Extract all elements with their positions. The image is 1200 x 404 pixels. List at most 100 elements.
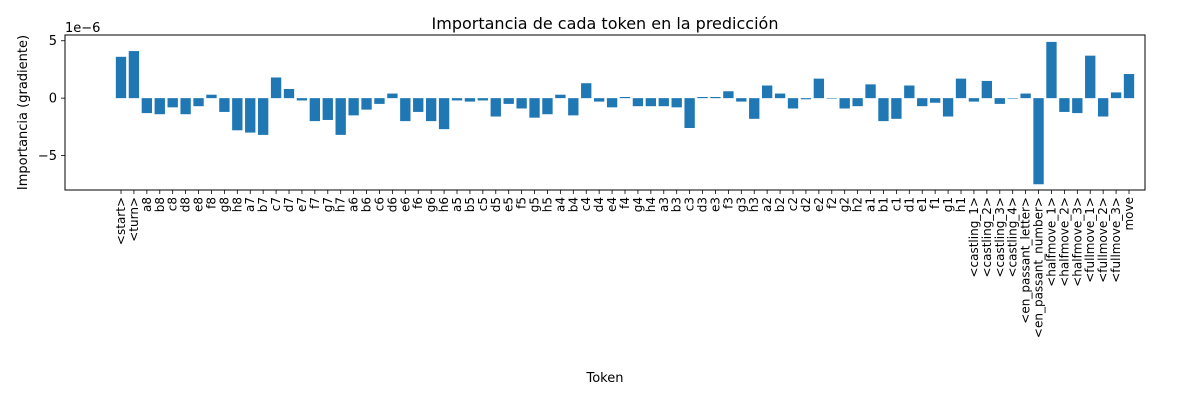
x-tick-label-17: h7 (334, 197, 348, 212)
bar-14 (296, 98, 308, 101)
bar-38 (606, 98, 618, 108)
bar-20 (374, 98, 385, 104)
x-tick-label-28: c5 (476, 197, 490, 211)
y-tick-label-2: 5 (49, 34, 57, 49)
x-tick-label-14: e7 (295, 197, 309, 212)
x-tick-label-32: g5 (528, 197, 542, 212)
bar-41 (645, 98, 657, 107)
x-tick-label-13: d7 (282, 197, 296, 212)
x-tick-label-55: f2 (825, 197, 839, 209)
bar-49 (749, 98, 760, 119)
plot-frame (64, 34, 1146, 191)
bar-17 (335, 98, 346, 135)
x-tick-label-71: <en_passant_number> (1032, 197, 1046, 338)
bar-1 (128, 51, 140, 99)
x-tick-label-46: e3 (708, 197, 722, 212)
x-tick-label-39: f4 (618, 197, 632, 209)
x-tick-label-27: b5 (463, 197, 477, 212)
bar-65 (955, 78, 967, 99)
x-tick-label-61: d1 (902, 197, 916, 212)
bar-35 (568, 98, 579, 116)
bar-73 (1059, 98, 1070, 112)
bar-27 (464, 98, 476, 102)
x-tick-label-44: c3 (683, 197, 697, 211)
x-tick-label-50: a2 (760, 197, 774, 212)
x-tick-label-63: f1 (928, 197, 942, 209)
chart-title: Importancia de cada token en la predicci… (432, 14, 779, 33)
bar-76 (1097, 98, 1109, 117)
x-tick-label-36: c4 (579, 197, 593, 211)
bar-33 (542, 98, 553, 115)
x-tick-label-29: d5 (489, 197, 503, 212)
x-tick-label-57: h2 (851, 197, 865, 212)
x-tick-label-35: b4 (566, 197, 580, 212)
bar-39 (619, 97, 631, 99)
x-tick-label-3: b8 (153, 197, 167, 212)
bar-19 (361, 98, 372, 110)
bar-53 (800, 98, 812, 100)
x-tick-label-24: g6 (424, 197, 438, 212)
x-tick-label-1: <turn> (127, 197, 141, 242)
x-tick-label-51: b2 (773, 197, 787, 212)
bar-74 (1072, 98, 1083, 114)
x-tick-label-0: <start> (114, 197, 128, 245)
x-tick-label-37: d4 (592, 197, 606, 212)
x-tick-label-58: a1 (864, 197, 878, 212)
bar-57 (852, 98, 863, 107)
bar-71 (1033, 98, 1044, 185)
bar-12 (270, 77, 282, 99)
bar-36 (581, 83, 592, 99)
bar-16 (322, 98, 333, 120)
x-tick-label-4: c8 (166, 197, 180, 211)
y-axis: −5 0 5 (38, 34, 65, 164)
x-tick-label-65: h1 (954, 197, 968, 212)
bar-59 (878, 98, 889, 122)
bar-60 (891, 98, 902, 119)
x-tick-label-54: e2 (812, 197, 826, 212)
x-tick-label-41: h4 (644, 197, 658, 212)
x-tick-label-56: g2 (838, 197, 852, 212)
x-tick-label-47: f3 (721, 197, 735, 209)
bar-48 (736, 98, 747, 102)
bar-68 (994, 98, 1005, 104)
bar-13 (283, 88, 295, 99)
bar-72 (1046, 41, 1057, 99)
x-tick-label-16: g7 (321, 197, 335, 212)
bar-3 (154, 98, 165, 115)
bar-18 (348, 98, 359, 116)
bar-26 (451, 98, 463, 101)
bar-4 (167, 98, 178, 108)
bar-29 (490, 98, 501, 117)
x-tick-label-70: <en_passant_letter> (1019, 197, 1033, 324)
bar-67 (981, 80, 993, 99)
x-tick-label-7: f8 (204, 197, 218, 209)
x-tick-label-5: d8 (179, 197, 193, 212)
y-axis-label: Importancia (gradiente) (16, 35, 31, 190)
bar-51 (774, 93, 786, 99)
x-tick-label-31: f5 (515, 197, 529, 209)
bar-52 (787, 98, 799, 109)
bar-28 (477, 98, 489, 101)
bar-40 (632, 98, 644, 107)
x-tick-label-11: b7 (256, 197, 270, 212)
bar-2 (141, 98, 153, 114)
x-tick-label-62: e1 (915, 197, 929, 212)
x-tick-label-64: g1 (941, 197, 955, 212)
x-tick-label-78: move (1122, 197, 1136, 231)
bar-45 (697, 97, 708, 99)
x-tick-label-8: g8 (217, 197, 231, 212)
x-tick-label-60: c1 (889, 197, 903, 211)
bar-44 (684, 98, 695, 128)
x-tick-label-23: f6 (411, 197, 425, 209)
x-tick-label-15: f7 (308, 197, 322, 209)
y-tick-label-1: 0 (49, 92, 57, 107)
bar-70 (1020, 93, 1031, 99)
x-tick-label-19: b6 (360, 197, 374, 212)
bar-42 (658, 98, 669, 107)
x-tick-label-42: a3 (657, 197, 671, 212)
bar-5 (180, 98, 191, 115)
bar-62 (917, 98, 928, 107)
x-tick-label-26: a5 (450, 197, 464, 212)
